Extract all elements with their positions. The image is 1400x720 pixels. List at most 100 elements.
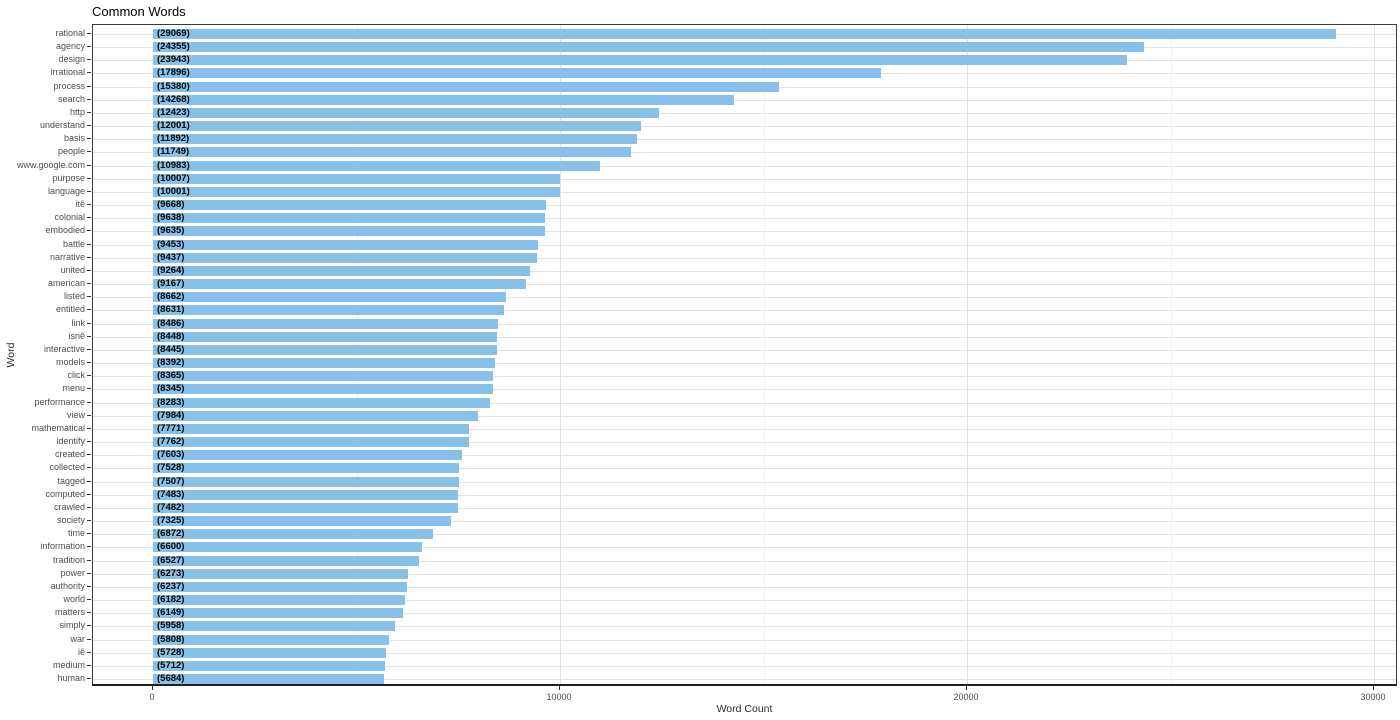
bar [153, 252, 538, 263]
horizontal-gridline [93, 521, 1396, 523]
y-tick-label: menu [62, 383, 85, 394]
horizontal-gridline [93, 455, 1396, 457]
y-tick-label: battle [62, 238, 85, 249]
bar-value-label: (7528) [157, 462, 185, 474]
horizontal-gridline [93, 178, 1396, 180]
y-tick-label: irrational [50, 67, 85, 78]
bar-value-label: (9453) [157, 238, 185, 250]
y-tick-mark [87, 493, 91, 495]
bar-value-label: (6273) [157, 567, 185, 579]
y-tick-label: click [67, 370, 86, 381]
horizontal-gridline [93, 639, 1396, 641]
major-gridline [967, 25, 968, 684]
horizontal-gridline [93, 679, 1396, 680]
y-tick-mark [87, 230, 91, 232]
y-tick-mark [87, 520, 91, 522]
bar-value-label: (14268) [157, 93, 190, 105]
bar [153, 516, 452, 527]
bar [153, 344, 497, 355]
bar [153, 213, 546, 224]
y-tick-label: time [67, 528, 85, 539]
bar [153, 542, 422, 553]
bar-value-label: (5712) [157, 659, 185, 671]
bar-value-label: (23943) [157, 54, 190, 66]
y-tick-mark [87, 533, 91, 535]
y-tick-label: created [54, 449, 85, 460]
horizontal-gridline [93, 376, 1396, 378]
y-tick-label: performance [34, 396, 85, 407]
bar-value-label: (6182) [157, 594, 185, 606]
horizontal-gridline [93, 415, 1396, 417]
bar [153, 555, 419, 566]
y-tick-label: mathematical [31, 422, 85, 433]
horizontal-gridline [93, 297, 1396, 299]
bar-value-label: (5958) [157, 620, 185, 632]
horizontal-gridline [93, 652, 1396, 654]
bar-value-label: (8486) [157, 317, 185, 329]
bar [153, 489, 458, 500]
x-tick-label: 20000 [953, 692, 979, 702]
y-tick-mark [87, 269, 91, 271]
y-tick-label: medium [52, 659, 85, 670]
y-tick-mark [87, 467, 91, 469]
minor-gridline [1170, 25, 1172, 684]
y-tick-mark [87, 388, 91, 390]
bar [153, 121, 642, 132]
bar-value-label: (15380) [157, 80, 190, 92]
y-tick-mark [87, 85, 91, 87]
bar-value-label: (17896) [157, 67, 190, 79]
bar [153, 634, 390, 645]
y-tick-mark [87, 98, 91, 100]
bar-value-label: (6527) [157, 554, 185, 566]
bar [153, 674, 385, 684]
horizontal-gridline [93, 99, 1396, 101]
bar-value-label: (8345) [157, 383, 185, 395]
y-tick-label: interactive [43, 343, 85, 354]
bar [153, 279, 527, 290]
major-gridline [560, 25, 561, 684]
bar-value-label: (12001) [157, 120, 190, 132]
y-tick-mark [87, 46, 91, 48]
plot-panel: (29069) (24355) (23943) (17896) (15380) (1426… [92, 24, 1397, 686]
y-tick-mark [87, 111, 91, 113]
y-tick-mark [87, 585, 91, 587]
horizontal-gridline [93, 270, 1396, 272]
bar-value-label: (29069) [157, 28, 190, 39]
y-tick-label: american [47, 278, 85, 289]
bar [153, 595, 405, 606]
horizontal-gridline [93, 534, 1396, 536]
y-tick-label: agency [55, 41, 85, 52]
y-tick-mark [87, 138, 91, 140]
y-tick-mark [87, 506, 91, 508]
y-tick-mark [87, 599, 91, 601]
bar [153, 647, 387, 658]
bar [153, 160, 600, 171]
horizontal-gridline [93, 126, 1396, 128]
bar [153, 55, 1128, 66]
bar-value-label: (11749) [157, 146, 190, 158]
y-tick-label: itê [75, 199, 85, 210]
bar-value-label: (10983) [157, 159, 190, 171]
y-tick-label: identify [56, 436, 85, 447]
y-tick-mark [87, 256, 91, 258]
y-tick-mark [87, 572, 91, 574]
y-tick-mark [87, 427, 91, 429]
horizontal-gridline [93, 205, 1396, 207]
bar [153, 450, 463, 461]
y-tick-mark [87, 204, 91, 206]
y-tick-label: view [66, 409, 85, 420]
bar [153, 318, 499, 329]
y-tick-label: people [57, 146, 85, 157]
y-tick-mark [87, 335, 91, 337]
bar-value-label: (5808) [157, 633, 185, 645]
bar-value-label: (8631) [157, 304, 185, 316]
bar-value-label: (6872) [157, 528, 185, 540]
bar-value-label: (7984) [157, 409, 185, 421]
bar [153, 305, 505, 316]
horizontal-gridline [93, 284, 1396, 286]
bar-value-label: (8448) [157, 330, 185, 342]
x-tick-mark [152, 686, 153, 690]
y-tick-label: models [55, 357, 85, 368]
bar-value-label: (6149) [157, 607, 185, 619]
